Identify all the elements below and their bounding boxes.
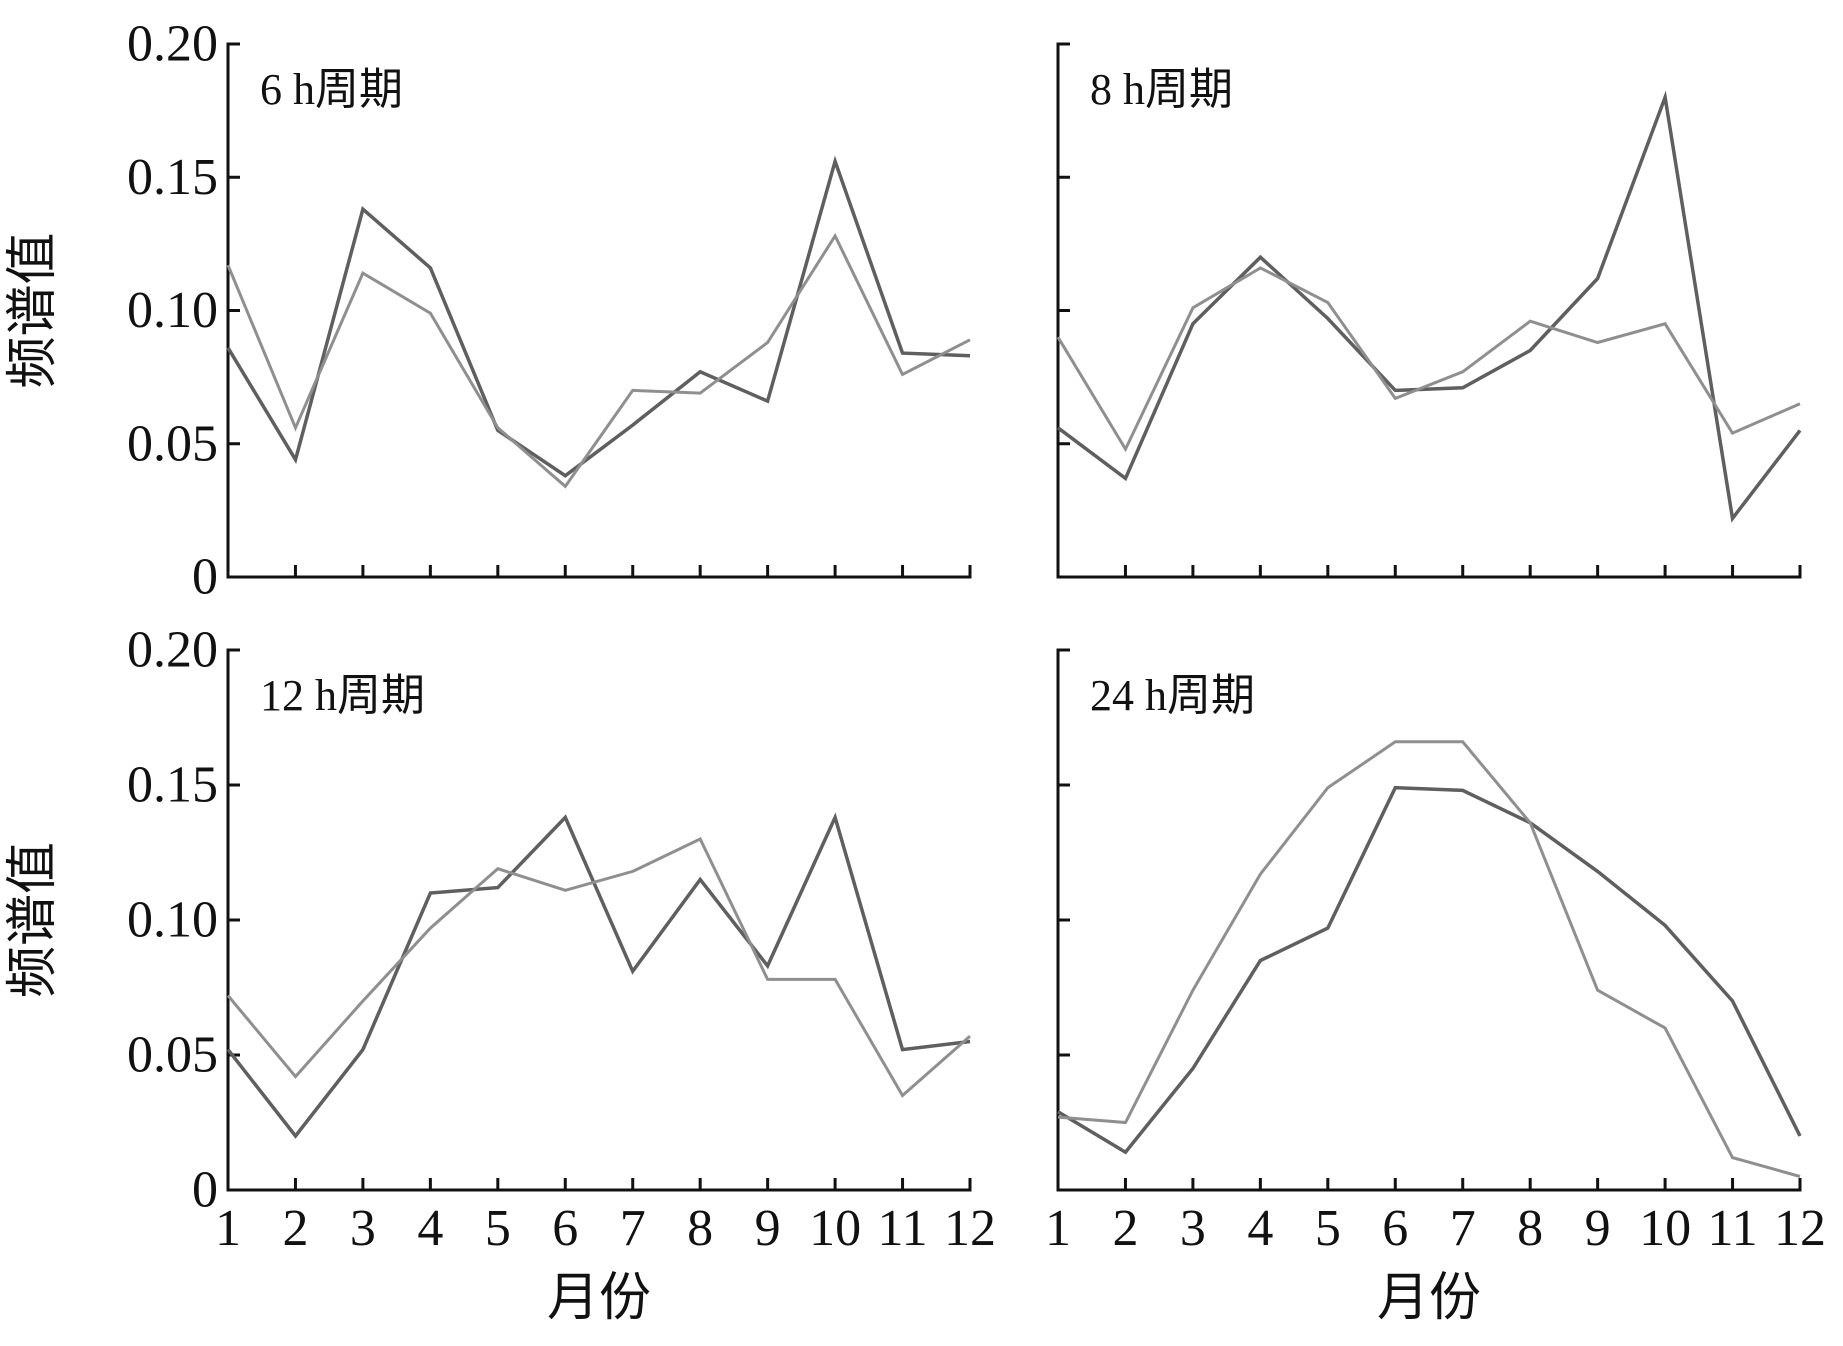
panel-label: 6 h周期 <box>260 65 403 114</box>
series-line-1 <box>226 155 971 478</box>
x-tick-label: 11 <box>1708 1200 1758 1257</box>
x-tick-label: 4 <box>417 1200 443 1257</box>
panel-label: 8 h周期 <box>1090 65 1233 114</box>
y-tick-label: 0.15 <box>127 757 218 814</box>
x-tick-label: 12 <box>1774 1200 1826 1257</box>
chart-panel-2: 8 h周期 <box>1056 42 1802 579</box>
panel-label: 12 h周期 <box>260 671 425 720</box>
y-tick-label: 0.20 <box>127 622 218 679</box>
x-tick-label: 12 <box>944 1200 996 1257</box>
x-tick-label: 2 <box>282 1200 308 1257</box>
y-tick-label: 0.05 <box>127 1027 218 1084</box>
x-tick-label: 6 <box>552 1200 578 1257</box>
x-tick-label: 7 <box>620 1200 646 1257</box>
x-tick-label: 5 <box>485 1200 511 1257</box>
y-tick-label: 0.20 <box>127 16 218 73</box>
series-line-2 <box>1056 266 1801 453</box>
series-line-2 <box>226 232 971 489</box>
x-tick-label: 6 <box>1382 1200 1408 1257</box>
y-axis-title: 频谱值 <box>5 232 62 388</box>
x-tick-label: 9 <box>755 1200 781 1257</box>
y-axis-title: 频谱值 <box>5 842 62 998</box>
x-tick-label: 8 <box>687 1200 713 1257</box>
x-tick-label: 3 <box>350 1200 376 1257</box>
x-tick-label: 10 <box>1639 1200 1691 1257</box>
y-tick-label: 0.10 <box>127 282 218 339</box>
y-tick-label: 0.15 <box>127 149 218 206</box>
series-line-2 <box>1057 740 1801 1178</box>
x-tick-label: 4 <box>1247 1200 1273 1257</box>
y-tick-label: 0 <box>192 549 218 606</box>
x-axis-title: 月份 <box>547 1270 651 1327</box>
series-line-2 <box>226 836 971 1098</box>
x-tick-label: 9 <box>1585 1200 1611 1257</box>
series-line-1 <box>1057 785 1802 1155</box>
x-tick-label: 10 <box>809 1200 861 1257</box>
x-tick-label: 8 <box>1517 1200 1543 1257</box>
x-tick-label: 1 <box>1045 1200 1071 1257</box>
x-tick-label: 1 <box>215 1200 241 1257</box>
x-tick-label: 2 <box>1112 1200 1138 1257</box>
x-axis-title: 月份 <box>1377 1270 1481 1327</box>
series-line-1 <box>226 812 971 1139</box>
x-tick-label: 3 <box>1180 1200 1206 1257</box>
y-tick-label: 0 <box>192 1162 218 1219</box>
panel-label: 24 h周期 <box>1090 671 1255 720</box>
x-tick-label: 7 <box>1450 1200 1476 1257</box>
x-tick-label: 11 <box>878 1200 928 1257</box>
y-tick-label: 0.10 <box>127 892 218 949</box>
series-line-1 <box>1056 90 1802 523</box>
x-tick-label: 5 <box>1315 1200 1341 1257</box>
y-tick-label: 0.05 <box>127 415 218 472</box>
